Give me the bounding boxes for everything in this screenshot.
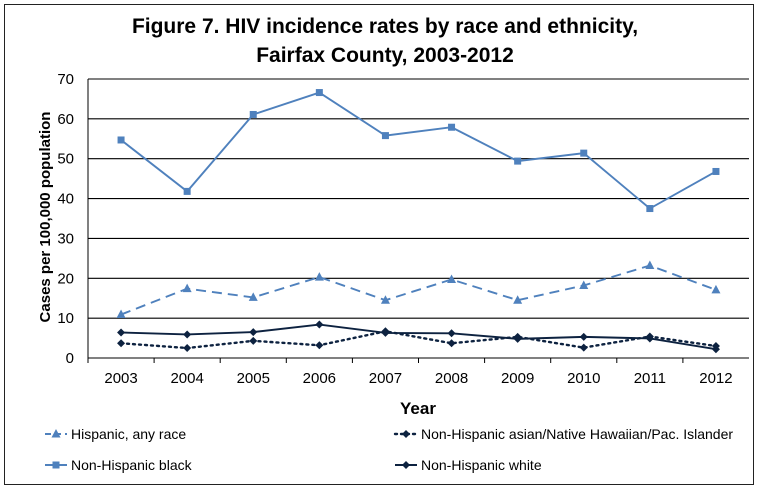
x-tick-label: 2003 [104,370,137,387]
x-tick-label: 2005 [237,370,270,387]
data-point [513,295,523,304]
data-point [315,89,323,97]
y-tick-label: 60 [57,111,74,128]
legend-label: Non-Hispanic black [71,457,193,473]
x-tick-label: 2012 [699,370,732,387]
data-point [381,328,390,337]
legend-item: Non-Hispanic asian/Native Hawaiian/Pac. … [393,426,733,442]
y-tick-label: 30 [57,230,74,247]
legend-item: Non-Hispanic black [45,457,193,473]
series-line [120,264,717,316]
series-1 [117,327,720,353]
legend-item: Non-Hispanic white [395,457,542,473]
gridlines [88,78,749,319]
data-point [645,334,654,343]
data-point [183,330,192,339]
x-tick-label: 2008 [435,370,468,387]
data-point [712,167,720,175]
data-point [646,205,654,213]
data-point [116,309,126,319]
legend-marker [52,461,60,469]
data-point [314,272,324,281]
data-point [447,274,457,283]
series-line [121,323,717,351]
data-point [448,123,456,131]
y-tick-label: 20 [57,270,74,287]
data-point [117,328,126,337]
data-point [183,344,192,353]
data-point [315,341,324,350]
chart-title-line-2: Fairfax County, 2003-2012 [256,44,514,67]
data-point [249,110,257,118]
data-point [249,336,258,345]
data-point [315,320,324,329]
legend-label: Non-Hispanic asian/Native Hawaiian/Pac. … [421,426,733,442]
x-axis-label: Year [400,399,436,418]
x-tick-label: 2009 [501,370,534,387]
axes: 0 10 20 30 40 50 60 70 2003 2004 2005 2006 2007 2008 2… [57,71,749,387]
data-point [580,149,588,157]
chart-title-line-1: Figure 7. HIV incidence rates by race an… [132,15,638,38]
data-point [117,339,126,348]
legend-marker [402,461,410,469]
legend-marker [402,430,410,438]
series-line [119,330,718,350]
data-point [381,132,389,140]
legend-item: Hispanic, any race [45,426,186,442]
series-3 [117,320,720,354]
x-tick-label: 2004 [170,370,203,387]
data-point [579,343,588,352]
x-tick-label: 2010 [567,370,600,387]
x-tick-label: 2006 [303,370,336,387]
legend-label: Non-Hispanic white [421,457,542,473]
y-tick-label: 10 [57,310,74,327]
series-0 [116,260,721,319]
data-point [645,260,655,270]
data-point [579,332,588,341]
legend: Hispanic, any race Non-Hispanic asian/Nat… [45,426,733,473]
y-tick-label: 40 [57,191,74,208]
series-line [120,91,717,210]
data-point [182,283,192,293]
data-point [513,334,522,343]
y-axis-label: Cases per 100,000 population [37,112,54,323]
legend-label: Hispanic, any race [71,426,186,442]
legend-marker [51,429,61,438]
data-point [380,295,390,304]
data-point [447,339,456,348]
x-tick-label: 2011 [634,370,666,387]
data-point [447,329,456,338]
y-tick-label: 0 [66,350,74,367]
data-point [514,157,522,165]
data-point [249,328,258,337]
data-point [711,284,721,294]
data-point [711,345,720,354]
data-point [579,280,589,289]
y-tick-label: 70 [57,71,74,88]
data-point [248,292,258,301]
x-tick-label: 2007 [369,370,402,387]
data-point [117,136,125,144]
series-2 [117,89,720,213]
series-lines [116,89,721,354]
y-tick-label: 50 [57,151,74,168]
data-point [183,187,191,195]
chart-frame [4,4,754,485]
